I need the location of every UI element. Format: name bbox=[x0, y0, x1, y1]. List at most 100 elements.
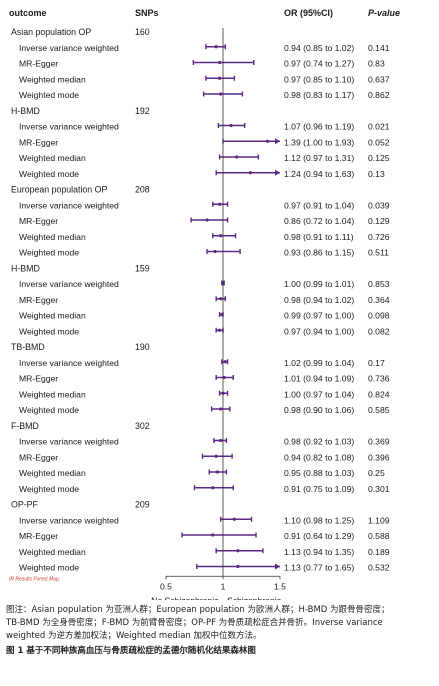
method-label: Inverse variance weighted bbox=[19, 358, 119, 368]
or-ci-label: 0.98 (0.91 to 1.11) bbox=[284, 232, 354, 242]
header-or-ci: OR (95%CI) bbox=[284, 8, 333, 18]
point-estimate bbox=[217, 60, 222, 65]
point-estimate bbox=[219, 92, 223, 96]
method-label: MR-Egger bbox=[19, 374, 58, 384]
p-value-label: 0.13 bbox=[368, 169, 385, 179]
point-estimate bbox=[211, 533, 215, 537]
group-label: OP-PF bbox=[11, 500, 39, 510]
or-ci-label: 0.98 (0.90 to 1.06) bbox=[284, 405, 354, 415]
or-ci-label: 1.02 (0.99 to 1.04) bbox=[284, 358, 354, 368]
or-ci-label: 0.94 (0.85 to 1.02) bbox=[284, 43, 354, 53]
group-label: European population OP bbox=[11, 185, 107, 195]
point-estimate bbox=[214, 454, 218, 458]
point-estimate bbox=[214, 45, 218, 49]
p-value-label: 0.364 bbox=[368, 295, 390, 305]
ci-overflow-arrow bbox=[275, 138, 280, 145]
p-value-label: 0.588 bbox=[368, 531, 390, 541]
or-ci-label: 0.86 (0.72 to 1.04) bbox=[284, 216, 354, 226]
right-direction-label: Schizophrenia bbox=[227, 595, 282, 600]
figure-legend-line-3: weighted 为逆方差加权法；Weighted median 加权中位数方法… bbox=[6, 631, 262, 641]
or-ci-label: 0.97 (0.94 to 1.00) bbox=[284, 326, 354, 336]
left-direction-label: No Schizophrenia bbox=[151, 595, 219, 600]
group-snp-count: 159 bbox=[135, 263, 150, 273]
point-estimate bbox=[205, 218, 209, 222]
or-ci-label: 1.00 (0.99 to 1.01) bbox=[284, 279, 354, 289]
figure-title: 图 1 基于不同种族高血压与骨质疏松症的孟德尔随机化结果森林图 bbox=[6, 646, 256, 656]
or-ci-label: 0.98 (0.92 to 1.03) bbox=[284, 437, 354, 447]
point-estimate bbox=[219, 297, 223, 301]
point-estimate bbox=[217, 328, 222, 332]
or-ci-label: 0.91 (0.75 to 1.09) bbox=[284, 484, 354, 494]
method-label: MR-Egger bbox=[19, 452, 58, 462]
p-value-label: 0.853 bbox=[368, 279, 390, 289]
method-label: Weighted mode bbox=[19, 248, 79, 258]
point-estimate bbox=[211, 486, 215, 490]
p-value-label: 0.637 bbox=[368, 74, 390, 84]
p-value-label: 0.129 bbox=[368, 216, 390, 226]
point-estimate bbox=[219, 438, 223, 443]
method-label: MR-Egger bbox=[19, 137, 58, 147]
method-label: Weighted median bbox=[19, 74, 86, 84]
point-estimate bbox=[219, 407, 223, 411]
method-label: MR-Egger bbox=[19, 216, 58, 226]
p-value-label: 0.098 bbox=[368, 311, 390, 321]
point-estimate bbox=[219, 234, 223, 238]
method-label: Weighted median bbox=[19, 232, 86, 242]
method-label: Inverse variance weighted bbox=[19, 43, 119, 53]
group-snp-count: 302 bbox=[135, 421, 150, 431]
or-ci-label: 1.13 (0.94 to 1.35) bbox=[284, 547, 354, 557]
ci-overflow-arrow bbox=[275, 563, 280, 570]
or-ci-label: 0.98 (0.83 to 1.17) bbox=[284, 90, 354, 100]
point-estimate bbox=[235, 155, 239, 159]
method-label: MR-Egger bbox=[19, 59, 58, 69]
point-estimate bbox=[223, 360, 227, 364]
p-value-label: 0.83 bbox=[368, 59, 385, 69]
p-value-label: 0.039 bbox=[368, 200, 390, 210]
group-snp-count: 160 bbox=[135, 27, 150, 37]
or-ci-label: 1.01 (0.94 to 1.09) bbox=[284, 374, 354, 384]
method-label: Weighted mode bbox=[19, 484, 79, 494]
or-ci-label: 1.13 (0.77 to 1.65) bbox=[284, 563, 354, 573]
method-label: Weighted median bbox=[19, 547, 86, 557]
or-ci-label: 1.12 (0.97 to 1.31) bbox=[284, 153, 354, 163]
point-estimate bbox=[236, 564, 240, 569]
or-ci-label: 0.97 (0.91 to 1.04) bbox=[284, 200, 354, 210]
or-ci-label: 0.97 (0.85 to 1.10) bbox=[284, 74, 354, 84]
method-label: Weighted mode bbox=[19, 326, 79, 336]
p-value-label: 0.369 bbox=[368, 437, 390, 447]
or-ci-label: 0.95 (0.88 to 1.03) bbox=[284, 468, 354, 478]
group-label: H-BMD bbox=[11, 106, 40, 116]
group-label: Asian population OP bbox=[11, 27, 91, 37]
p-value-label: 0.17 bbox=[368, 358, 385, 368]
p-value-label: 0.052 bbox=[368, 137, 390, 147]
forest-plot: outcome SNPs OR (95%CI) P-value Asian popula… bbox=[9, 8, 400, 600]
x-tick-label: 1.5 bbox=[274, 581, 286, 591]
point-estimate bbox=[213, 249, 217, 254]
p-value-label: 0.736 bbox=[368, 374, 390, 384]
p-value-label: 0.726 bbox=[368, 232, 390, 242]
method-label: Weighted mode bbox=[19, 90, 79, 100]
p-value-label: 0.862 bbox=[368, 90, 390, 100]
point-estimate bbox=[236, 549, 240, 553]
point-estimate bbox=[248, 171, 252, 175]
method-label: Weighted mode bbox=[19, 405, 79, 415]
header-snps: SNPs bbox=[135, 8, 159, 18]
x-tick-label: 0.5 bbox=[160, 581, 172, 591]
or-ci-label: 0.91 (0.64 to 1.29) bbox=[284, 531, 354, 541]
p-value-label: 0.189 bbox=[368, 547, 390, 557]
p-value-label: 0.021 bbox=[368, 122, 390, 132]
header-p-value: P-value bbox=[368, 8, 400, 18]
method-label: Inverse variance weighted bbox=[19, 515, 119, 525]
method-label: Weighted median bbox=[19, 311, 86, 321]
p-value-label: 0.141 bbox=[368, 43, 390, 53]
or-ci-label: 0.94 (0.82 to 1.08) bbox=[284, 452, 354, 462]
p-value-label: 0.25 bbox=[368, 468, 385, 478]
method-label: Weighted median bbox=[19, 153, 86, 163]
method-label: Weighted median bbox=[19, 468, 86, 478]
figure-legend-line-2: TB-BMD 为全身骨密度；F-BMD 为前臂骨密度；OP-PF 为骨质疏松症合… bbox=[6, 618, 383, 628]
method-label: MR-Egger bbox=[19, 531, 58, 541]
p-value-label: 0.511 bbox=[368, 248, 389, 258]
or-ci-label: 0.98 (0.94 to 1.02) bbox=[284, 295, 354, 305]
p-value-label: 1.109 bbox=[368, 515, 390, 525]
ci-overflow-arrow bbox=[275, 169, 280, 176]
